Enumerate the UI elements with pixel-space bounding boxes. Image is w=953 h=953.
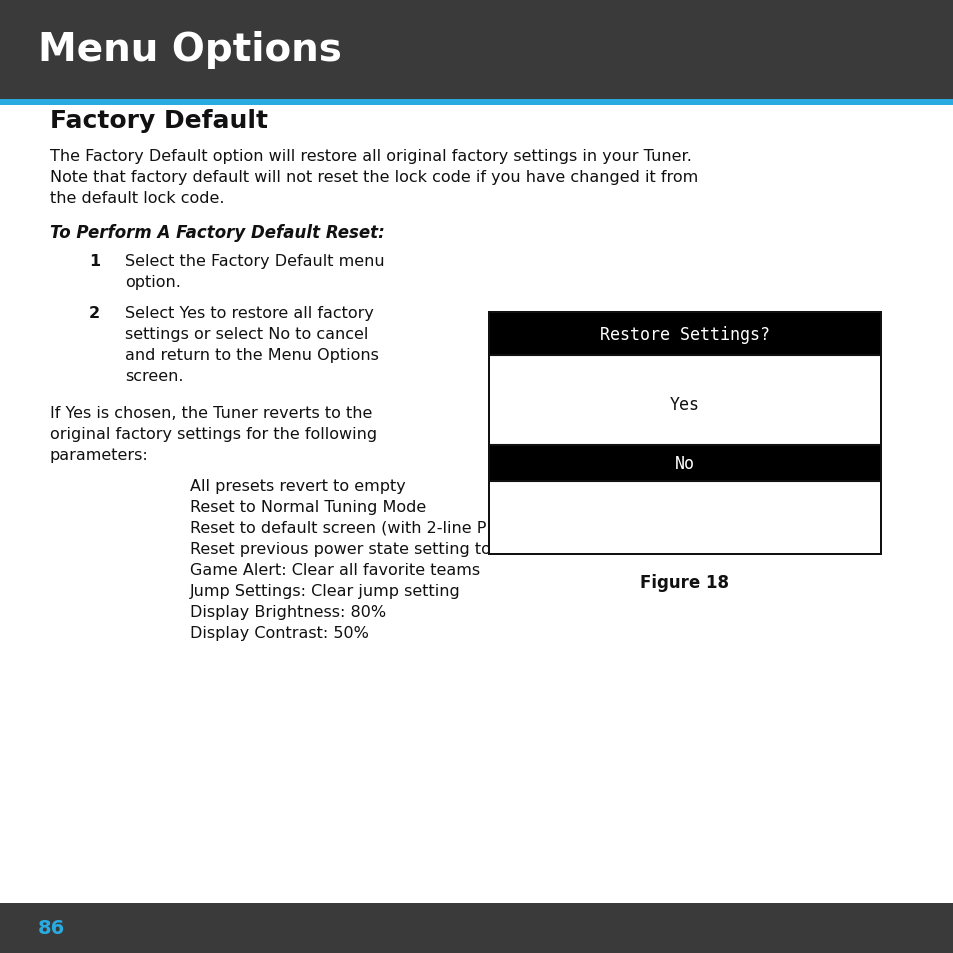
Text: parameters:: parameters: <box>50 448 149 462</box>
Text: To Perform A Factory Default Reset:: To Perform A Factory Default Reset: <box>50 224 384 242</box>
Text: Jump Settings: Clear jump setting: Jump Settings: Clear jump setting <box>190 583 460 598</box>
Bar <box>490 314 879 355</box>
Text: 86: 86 <box>38 919 65 938</box>
Bar <box>0 903 953 953</box>
Text: Reset to Normal Tuning Mode: Reset to Normal Tuning Mode <box>190 499 426 515</box>
Bar <box>490 481 879 554</box>
Bar <box>490 446 879 481</box>
Bar <box>488 312 882 556</box>
Text: Yes: Yes <box>669 396 700 414</box>
Text: the default lock code.: the default lock code. <box>50 191 224 206</box>
Bar <box>0 0 953 100</box>
Text: Reset to default screen (with 2-line PDT display): Reset to default screen (with 2-line PDT… <box>190 520 577 536</box>
Text: and return to the Menu Options: and return to the Menu Options <box>125 348 378 363</box>
Bar <box>490 355 879 446</box>
Text: Display Contrast: 50%: Display Contrast: 50% <box>190 625 369 640</box>
Bar <box>0 100 953 106</box>
Text: Factory Default: Factory Default <box>50 109 268 132</box>
Text: Select Yes to restore all factory: Select Yes to restore all factory <box>125 306 374 320</box>
Text: If Yes is chosen, the Tuner reverts to the: If Yes is chosen, the Tuner reverts to t… <box>50 406 372 420</box>
Text: Game Alert: Clear all favorite teams: Game Alert: Clear all favorite teams <box>190 562 479 578</box>
Text: 2: 2 <box>89 306 100 320</box>
Text: Note that factory default will not reset the lock code if you have changed it fr: Note that factory default will not reset… <box>50 170 698 185</box>
Text: The Factory Default option will restore all original factory settings in your Tu: The Factory Default option will restore … <box>50 149 691 164</box>
Text: screen.: screen. <box>125 369 183 384</box>
Text: Display Brightness: 80%: Display Brightness: 80% <box>190 604 386 619</box>
Text: Select the Factory Default menu: Select the Factory Default menu <box>125 253 384 269</box>
Text: Menu Options: Menu Options <box>38 30 341 69</box>
Text: settings or select No to cancel: settings or select No to cancel <box>125 327 368 341</box>
Text: Reset previous power state setting to: Off: Reset previous power state setting to: O… <box>190 541 524 557</box>
Text: Figure 18: Figure 18 <box>639 574 729 592</box>
Text: option.: option. <box>125 274 181 290</box>
Text: 1: 1 <box>89 253 100 269</box>
Text: original factory settings for the following: original factory settings for the follow… <box>50 427 376 441</box>
Text: No: No <box>675 455 695 473</box>
Text: Restore Settings?: Restore Settings? <box>599 326 769 344</box>
Text: All presets revert to empty: All presets revert to empty <box>190 478 405 494</box>
